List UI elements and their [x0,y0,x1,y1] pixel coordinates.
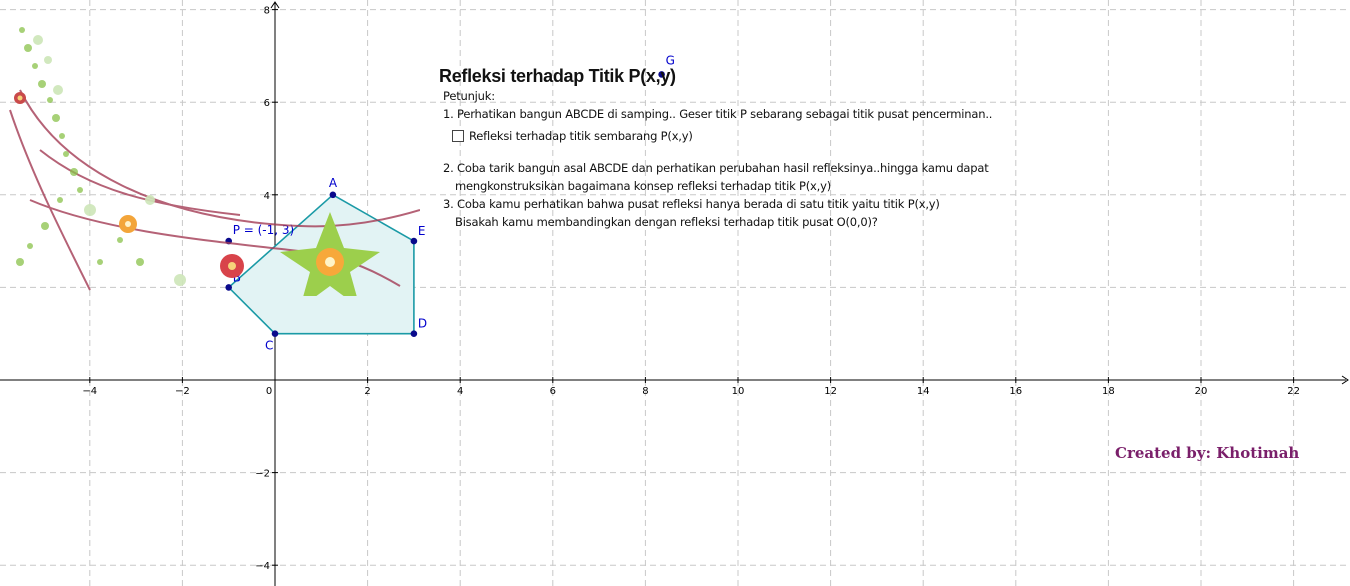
instructions-heading: Petunjuk: [443,89,495,103]
x-tick-label: 12 [824,386,837,397]
reflection-checkbox-row[interactable]: Refleksi terhadap titik sembarang P(x,y) [452,129,693,143]
point-label-c: C [265,339,273,353]
x-tick-label: 16 [1009,386,1022,397]
author-credit: Created by: Khotimah [1115,444,1300,462]
y-tick-label: 4 [264,191,270,202]
x-tick-label: 8 [642,386,648,397]
flower-red [14,92,26,104]
flower-green [280,212,380,296]
x-axis-arrow [1341,375,1349,385]
flower-orange [119,215,137,233]
x-tick-label: 0 [266,386,272,397]
x-tick-label: 10 [732,386,745,397]
x-tick-label: 14 [917,386,930,397]
step-1-text: 1. Perhatikan bangun ABCDE di samping.. … [443,107,993,121]
point-e[interactable] [410,237,418,245]
x-tick-label: 20 [1195,386,1208,397]
step-2-text-line1: 2. Coba tarik bangun asal ABCDE dan perh… [443,161,989,175]
point-c[interactable] [271,330,279,338]
y-axis-arrow [270,1,280,9]
x-tick-label: 2 [364,386,370,397]
instructions-panel: Refleksi terhadap Titik P(x,y) Petunjuk:… [439,66,999,249]
reflection-checkbox[interactable] [452,130,464,142]
panel-title: Refleksi terhadap Titik P(x,y) [439,66,676,86]
point-d[interactable] [410,330,418,338]
point-b[interactable] [225,284,232,291]
point-label-p: P = (-1, 3) [233,223,295,237]
flower-red-2 [220,254,244,278]
point-a[interactable] [329,191,337,199]
step-2-text-line2: mengkonstruksikan bagaimana konsep refle… [455,179,831,193]
step-3-text-line2: Bisakah kamu membandingkan dengan reflek… [455,215,878,229]
y-tick-label: −4 [255,561,270,572]
step-3-text-line1: 3. Coba kamu perhatikan bahwa pusat refl… [443,197,940,211]
point-label-a: A [329,176,338,190]
points-layer: A E D C B G P = (-1, 3) [225,53,675,353]
y-tick-label: −2 [255,469,270,480]
point-label-g: G [666,53,675,67]
point-g[interactable] [658,71,665,78]
x-tick-label: −2 [175,386,190,397]
x-tick-label: −4 [82,386,97,397]
x-tick-label: 18 [1102,386,1115,397]
reflection-checkbox-label[interactable]: Refleksi terhadap titik sembarang P(x,y) [469,129,693,143]
x-tick-label: 4 [457,386,463,397]
point-label-e: E [418,224,426,238]
y-tick-label: 8 [264,6,270,17]
floral-decoration [9,27,420,296]
point-label-b: B [233,270,241,284]
point-label-d: D [418,317,427,331]
y-tick-label: 6 [264,98,270,109]
x-tick-label: 22 [1287,386,1300,397]
x-tick-label: 6 [550,386,556,397]
